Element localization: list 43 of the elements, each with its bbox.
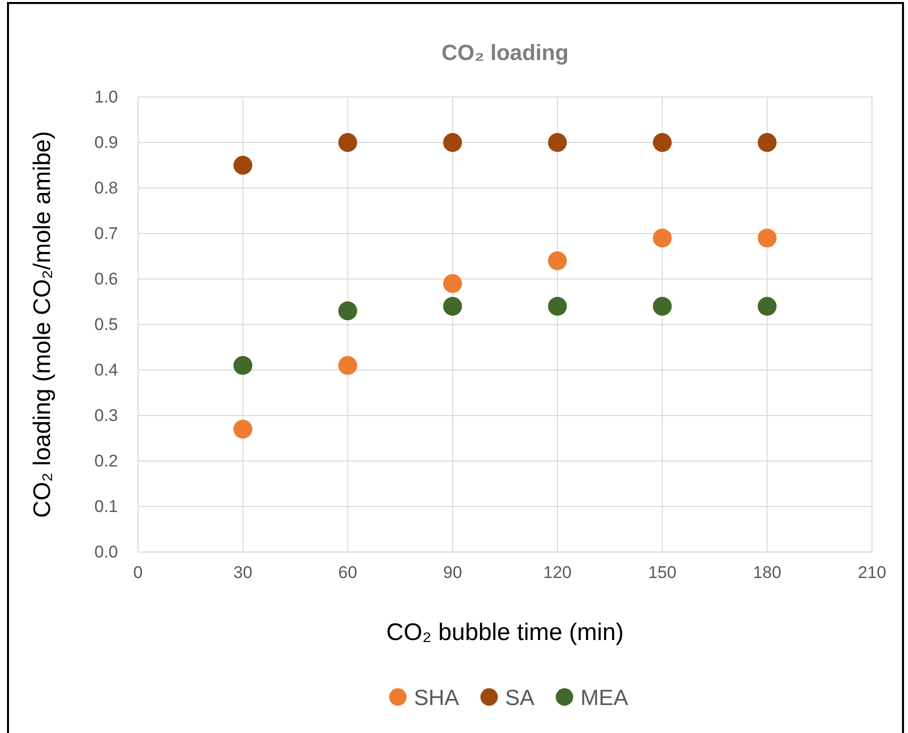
point	[443, 133, 462, 152]
y-tick-label: 0.8	[94, 178, 118, 198]
x-axis-title: CO₂ bubble time (min)	[386, 619, 624, 646]
y-tick-label: 0.3	[94, 406, 118, 425]
point	[758, 133, 777, 152]
legend-label: SHA	[414, 685, 460, 710]
x-tick-label: 0	[133, 563, 143, 582]
x-tick-label: 30	[233, 563, 252, 582]
y-tick-label: 0.2	[94, 451, 118, 470]
x-tick-label: 180	[752, 563, 782, 582]
y-tick-label: 0.1	[94, 496, 118, 516]
y-tick-label: 0.4	[94, 360, 118, 380]
point	[338, 133, 358, 152]
point	[652, 228, 672, 248]
x-tick-label: 150	[648, 563, 676, 582]
point	[338, 301, 358, 320]
y-tick-label: 0.9	[94, 132, 118, 152]
point	[233, 156, 252, 175]
chart-title: CO₂ loading	[441, 40, 569, 65]
point	[233, 420, 252, 439]
x-tick-label: 60	[338, 563, 358, 582]
point	[652, 133, 672, 152]
x-tick-label: 120	[543, 563, 572, 582]
point	[548, 251, 567, 270]
point	[652, 296, 672, 316]
point	[758, 228, 777, 248]
point	[233, 356, 252, 375]
point	[548, 133, 567, 152]
y-tick-label: 0.6	[94, 269, 118, 288]
x-tick-label: 210	[858, 563, 886, 582]
legend-label: SA	[505, 685, 535, 710]
y-tick-label: 0.7	[94, 224, 118, 243]
y-tick-label: 0.0	[94, 542, 118, 562]
point	[548, 296, 567, 316]
point	[758, 296, 777, 316]
point	[443, 296, 462, 316]
y-axis-title: CO₂ loading (mole CO₂/mole amibe)	[29, 131, 56, 518]
y-tick-label: 0.5	[94, 314, 118, 334]
point	[338, 356, 358, 375]
legend-label: MEA	[580, 685, 628, 710]
point	[443, 274, 462, 293]
y-tick-label: 1.0	[94, 87, 118, 106]
x-tick-label: 90	[443, 563, 462, 582]
